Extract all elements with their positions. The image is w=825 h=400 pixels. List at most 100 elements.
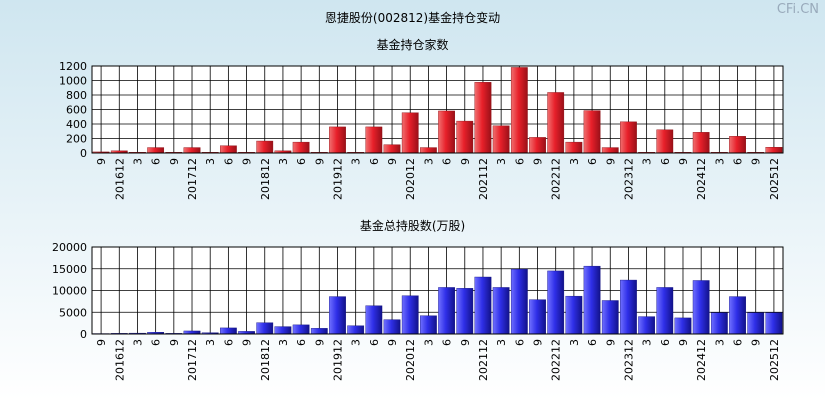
c2-xtick-label: 9 [604, 339, 617, 346]
c2-bar-202509 [747, 312, 765, 335]
c1-xtick-label: 3 [422, 158, 435, 165]
c1-xtick-label: 9 [168, 158, 181, 165]
c2-xtick-label: 3 [713, 339, 726, 346]
c2-xtick-label: 9 [313, 339, 326, 346]
c2-xtick-label: 3 [277, 339, 290, 346]
c2-bar-202212 [547, 270, 565, 335]
c1-xtick-label: 201812 [259, 158, 272, 200]
c2-xtick-label: 6 [150, 339, 163, 346]
c1-bar-202006 [365, 126, 383, 154]
c1-bar-202303 [565, 141, 583, 154]
chart2-title: 基金总持股数(万股) [359, 219, 466, 233]
c2-bar-202412 [692, 280, 710, 335]
c2-xtick-label: 3 [422, 339, 435, 346]
c2-bar-201806 [219, 327, 237, 335]
c1-xtick-label: 6 [150, 158, 163, 165]
c1-ytick-label: 1000 [59, 75, 87, 88]
c2-xtick-label: 201812 [259, 339, 272, 381]
c1-xtick-label: 6 [222, 158, 235, 165]
c2-xtick-label: 3 [568, 339, 581, 346]
c2-xtick-label: 202412 [695, 339, 708, 381]
c2-bar-202503 [710, 312, 728, 335]
c2-bar-202106 [438, 287, 455, 335]
c1-xtick-label: 9 [750, 158, 763, 165]
c2-bar-202012 [401, 295, 419, 335]
c1-bar-201912 [329, 126, 346, 154]
c1-bar-202212 [547, 92, 565, 154]
c2-xtick-label: 9 [532, 339, 545, 346]
c1-xtick-label: 201712 [186, 158, 199, 200]
c2-xtick-label: 3 [204, 339, 217, 346]
c1-xtick-label: 3 [568, 158, 581, 165]
c2-xtick-label: 201912 [331, 339, 344, 381]
c2-bar-202109 [456, 288, 474, 335]
c2-xtick-label: 9 [677, 339, 690, 346]
c2-bar-202506 [729, 296, 746, 335]
c1-xtick-label: 202512 [768, 158, 781, 200]
c1-xtick-label: 6 [441, 158, 454, 165]
c2-bar-202112 [474, 276, 492, 335]
c2-xtick-label: 6 [441, 339, 454, 346]
c1-bar-201706 [147, 147, 165, 154]
c2-ytick-label: 5000 [59, 306, 87, 319]
c2-xtick-label: 6 [659, 339, 672, 346]
c1-xtick-label: 9 [241, 158, 254, 165]
c2-bar-202309 [601, 300, 619, 335]
c1-xtick-label: 202212 [550, 158, 563, 200]
c2-xtick-label: 202512 [768, 339, 781, 381]
c1-xtick-label: 9 [677, 158, 690, 165]
c1-xtick-label: 201912 [331, 158, 344, 200]
c2-bar-202006 [365, 305, 383, 335]
c2-bar-202512 [765, 312, 783, 335]
c1-bar-202512 [765, 146, 783, 154]
c1-bar-202412 [692, 132, 710, 154]
c1-ytick-label: 400 [66, 118, 87, 131]
c1-xtick-label: 202412 [695, 158, 708, 200]
c2-bar-201912 [329, 296, 346, 335]
c1-bar-201712 [183, 147, 201, 154]
c1-plot-frame [91, 65, 784, 154]
c2-bar-202103 [420, 315, 437, 335]
c1-xtick-label: 202312 [622, 158, 635, 200]
c2-ytick-label: 20000 [52, 241, 87, 254]
c2-xtick-label: 6 [513, 339, 526, 346]
c2-plot-frame [91, 246, 784, 335]
c1-bar-202506 [729, 136, 746, 154]
c1-xtick-label: 6 [295, 158, 308, 165]
c1-bar-202106 [438, 110, 455, 154]
c1-xtick-label: 3 [204, 158, 217, 165]
c1-xtick-label: 6 [586, 158, 599, 165]
c1-xtick-label: 9 [532, 158, 545, 165]
c2-xtick-label: 202312 [622, 339, 635, 381]
c2-bar-202303 [565, 295, 583, 335]
c2-xtick-label: 9 [168, 339, 181, 346]
c2-xtick-label: 6 [732, 339, 745, 346]
c2-xtick-label: 3 [641, 339, 654, 346]
c2-xtick-label: 9 [386, 339, 399, 346]
c2-bar-202203 [492, 287, 510, 335]
c2-bar-202009 [383, 319, 401, 335]
c1-xtick-label: 6 [368, 158, 381, 165]
page-title: 恩捷股份(002812)基金持仓变动 [324, 11, 501, 25]
c2-bar-201906 [292, 324, 310, 335]
c1-bar-201906 [292, 141, 310, 154]
c2-xtick-label: 202212 [550, 339, 563, 381]
c1-bar-202406 [656, 129, 674, 154]
c2-ytick-label: 10000 [52, 285, 87, 298]
c1-xtick-label: 9 [604, 158, 617, 165]
c2-xtick-label: 201612 [113, 339, 126, 381]
c2-bar-202409 [674, 317, 692, 335]
chart1-title: 基金持仓家数 [376, 38, 449, 52]
c1-xtick-label: 9 [313, 158, 326, 165]
c2-bar-201909 [310, 328, 328, 335]
c1-bar-202312 [620, 121, 637, 154]
c1-xtick-label: 202112 [477, 158, 490, 200]
c1-bar-202306 [583, 110, 601, 154]
c1-xtick-label: 3 [350, 158, 363, 165]
c1-bar-201806 [219, 145, 237, 154]
c1-bar-202009 [383, 144, 401, 154]
c1-xtick-label: 3 [713, 158, 726, 165]
c2-xtick-label: 3 [495, 339, 508, 346]
c1-ytick-label: 600 [66, 104, 87, 117]
